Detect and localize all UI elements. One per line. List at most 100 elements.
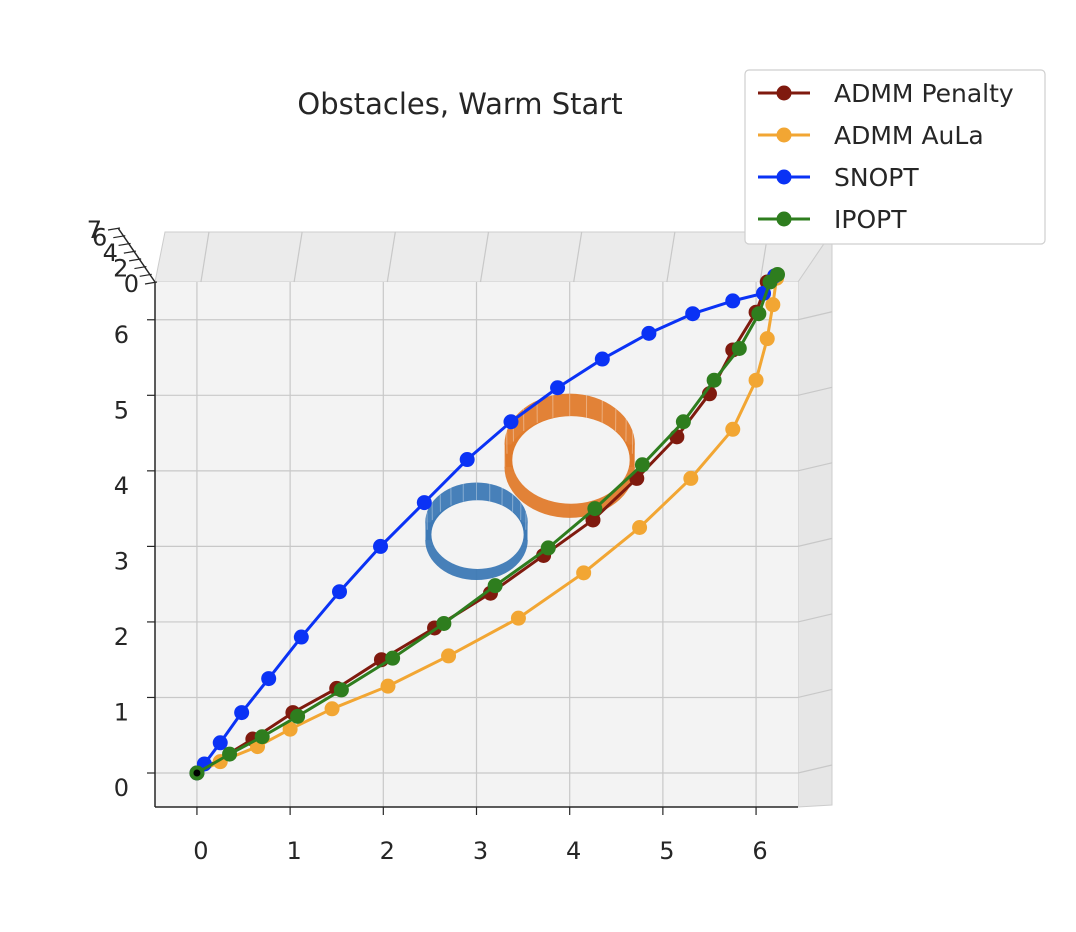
data-point xyxy=(212,735,228,751)
obstacles xyxy=(424,393,636,581)
data-point xyxy=(290,708,306,724)
data-point xyxy=(751,306,767,322)
data-point xyxy=(769,266,785,282)
legend-label: SNOPT xyxy=(834,163,919,192)
z-tick-mark xyxy=(134,265,147,270)
y-tick-label: 3 xyxy=(114,547,129,575)
series-lines xyxy=(189,266,785,781)
z-tick-label: 4 xyxy=(103,239,118,267)
x-tick-label: 3 xyxy=(473,837,488,865)
data-point xyxy=(587,501,603,517)
legend-item: IPOPT xyxy=(758,205,907,234)
z-tick-mark xyxy=(129,258,142,262)
obstacle-orange xyxy=(503,393,636,518)
z-tick-label: 2 xyxy=(113,255,128,283)
data-point xyxy=(585,512,601,528)
data-point xyxy=(594,351,610,367)
series-line xyxy=(196,278,779,775)
data-point xyxy=(332,584,348,600)
y-ticks: 0 1 2 3 4 5 6 xyxy=(114,319,155,802)
grid-lines xyxy=(155,231,833,807)
z-tick-label: 0 xyxy=(124,270,139,298)
data-point xyxy=(759,331,775,347)
legend-marker xyxy=(776,211,792,227)
legend-label: ADMM AuLa xyxy=(834,121,984,150)
x-gridline-top xyxy=(293,231,303,283)
origin-marker xyxy=(193,769,201,777)
y-tick-label: 2 xyxy=(114,623,129,651)
data-point xyxy=(540,540,556,556)
z-tick-mark xyxy=(113,235,126,239)
legend-marker xyxy=(776,85,792,101)
z-tick-mark xyxy=(139,273,152,277)
y-gridline-side xyxy=(797,386,833,396)
data-point xyxy=(254,729,270,745)
data-point xyxy=(725,421,741,437)
y-tick-label: 0 xyxy=(114,774,129,802)
data-point xyxy=(748,372,764,388)
legend-item: ADMM Penalty xyxy=(758,79,1014,108)
data-point xyxy=(487,578,503,594)
y-gridline-side xyxy=(797,688,833,699)
legend-marker xyxy=(776,127,792,143)
data-point xyxy=(373,538,389,554)
z-tick-label: 7 xyxy=(87,216,102,244)
data-point xyxy=(765,297,781,313)
legend-items: ADMM Penalty ADMM AuLa SNOPT IPOPT xyxy=(758,79,1014,234)
z-tick-mark xyxy=(118,242,131,247)
z-tick-mark xyxy=(123,250,136,254)
y-tick-label: 4 xyxy=(114,472,129,500)
data-point xyxy=(380,678,396,694)
legend-label: IPOPT xyxy=(834,205,907,234)
x-gridline-top xyxy=(479,231,490,283)
x-ticks: 0 1 2 3 4 5 6 xyxy=(193,807,768,865)
data-point xyxy=(725,293,741,309)
data-point xyxy=(632,520,648,536)
data-point xyxy=(441,648,457,664)
data-point xyxy=(550,380,566,396)
data-point xyxy=(234,705,250,721)
data-point xyxy=(634,457,650,473)
x-tick-label: 0 xyxy=(193,837,208,865)
x-tick-label: 5 xyxy=(659,837,674,865)
x-tick-label: 1 xyxy=(286,837,301,865)
data-point xyxy=(459,452,475,468)
legend-marker xyxy=(776,169,792,185)
z-tick-mark xyxy=(107,227,121,231)
data-point xyxy=(333,682,349,698)
x-gridline-top xyxy=(386,231,396,283)
y-gridline-side xyxy=(797,537,833,547)
legend-label: ADMM Penalty xyxy=(834,79,1014,108)
data-point xyxy=(324,701,340,717)
obstacle-blue xyxy=(424,482,529,581)
series-line xyxy=(196,274,776,775)
x-tick-label: 2 xyxy=(380,837,395,865)
data-point xyxy=(385,650,401,666)
y-tick-label: 6 xyxy=(114,321,129,349)
data-point xyxy=(576,565,592,581)
data-point xyxy=(261,671,277,687)
data-point xyxy=(683,470,699,486)
x-gridline-top xyxy=(200,231,210,283)
data-point xyxy=(641,325,657,341)
x-tick-label: 4 xyxy=(566,837,581,865)
data-point xyxy=(669,429,685,445)
x-gridline-top xyxy=(573,231,583,283)
chart-title: Obstacles, Warm Start xyxy=(297,87,622,121)
data-point xyxy=(282,721,298,737)
data-point xyxy=(706,372,722,388)
data-point xyxy=(675,414,691,430)
series-admm-aula xyxy=(189,270,785,781)
data-point xyxy=(685,306,701,322)
y-tick-label: 5 xyxy=(114,396,129,424)
y-gridline-side xyxy=(797,764,833,774)
legend-item: SNOPT xyxy=(758,163,919,192)
data-point xyxy=(436,615,452,631)
data-point xyxy=(293,629,309,645)
x-gridline-top xyxy=(666,231,676,283)
x-tick-label: 6 xyxy=(752,837,767,865)
y-gridline-side xyxy=(797,613,833,623)
